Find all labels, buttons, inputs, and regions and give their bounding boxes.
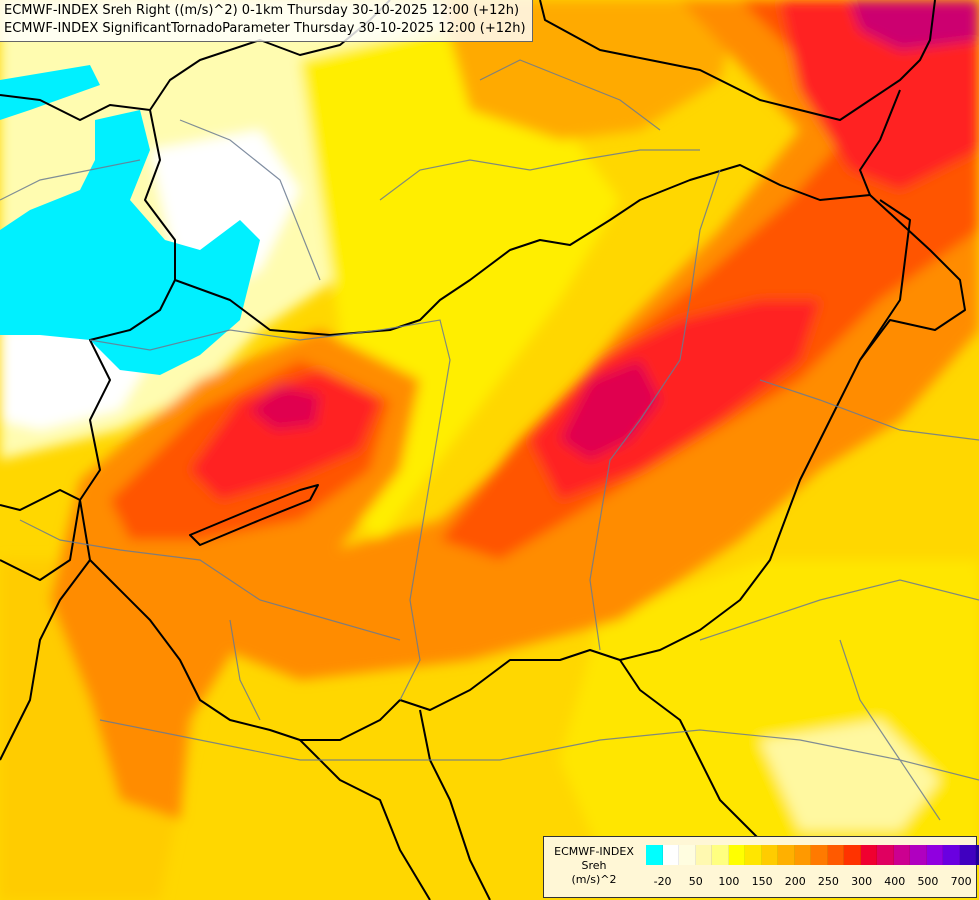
river-tisza <box>589 169 721 651</box>
map-title-box: ECMWF-INDEX Sreh Right ((m/s)^2) 0-1km T… <box>0 0 533 42</box>
region-line-2 <box>759 379 979 441</box>
field-red-core-w <box>190 370 380 500</box>
legend-swatch <box>910 845 927 865</box>
region-line-5 <box>479 59 661 131</box>
field-cyan-nw <box>0 65 100 120</box>
legend-swatch <box>827 845 844 865</box>
legend-tick-label: 50 <box>688 875 703 888</box>
field-pale-se <box>760 720 940 830</box>
river-danube <box>89 319 451 701</box>
legend-tick-label: 150 <box>751 875 773 888</box>
legend-swatch <box>778 845 795 865</box>
legend-tick-label: 100 <box>718 875 740 888</box>
border-northeast <box>539 0 936 121</box>
region-line-4 <box>0 159 141 201</box>
legend-label-source: ECMWF-INDEX <box>554 845 634 858</box>
legend-tick-label: -20 <box>653 875 672 888</box>
legend-label-unit: (m/s)^2 <box>571 873 617 886</box>
legend-tick-label: 700 <box>950 875 972 888</box>
field-max-w <box>250 385 320 430</box>
border-lake <box>189 484 319 546</box>
map-title-line-2: ECMWF-INDEX SignificantTornadoParameter … <box>4 21 526 36</box>
legend-tick-label: 300 <box>851 875 873 888</box>
field-max-ne <box>850 0 979 50</box>
region-line-3 <box>699 579 979 641</box>
region-line-1 <box>379 149 700 201</box>
map-title-line-1: ECMWF-INDEX Sreh Right ((m/s)^2) 0-1km T… <box>4 3 520 18</box>
region-line-7 <box>839 639 941 821</box>
field-cyan-west <box>0 110 260 375</box>
legend-swatch <box>695 845 712 865</box>
legend-swatch <box>712 845 729 865</box>
region-line-6 <box>229 619 261 721</box>
legend-tick-label: 200 <box>784 875 806 888</box>
legend-swatch <box>728 845 745 865</box>
river-north <box>179 119 321 281</box>
legend-ticks: -20 50 100 150 200 250 300 400 500 700 <box>646 875 972 889</box>
field-max-center <box>560 360 660 460</box>
legend-swatch <box>976 845 979 865</box>
border-south <box>419 709 491 900</box>
legend-swatch <box>943 845 960 865</box>
field-red-core-ne <box>780 0 979 190</box>
border-southwest <box>0 489 81 581</box>
border-east2 <box>859 89 901 196</box>
legend-swatch <box>811 845 828 865</box>
legend-swatch <box>646 845 663 865</box>
color-legend: ECMWF-INDEX Sreh (m/s)^2 -20 50 100 150 200 2… <box>543 836 979 898</box>
legend-tick-label: 500 <box>917 875 939 888</box>
legend-swatch <box>860 845 877 865</box>
legend-swatch <box>959 845 976 865</box>
legend-swatch <box>662 845 679 865</box>
legend-swatch <box>893 845 910 865</box>
border-east <box>859 199 911 361</box>
border-sw2 <box>0 559 91 761</box>
legend-tick-label: 250 <box>817 875 839 888</box>
legend-swatch <box>761 845 778 865</box>
river-west <box>19 519 401 641</box>
legend-swatches <box>646 845 979 865</box>
legend-swatch <box>844 845 861 865</box>
legend-swatch <box>679 845 696 865</box>
legend-swatch <box>926 845 943 865</box>
field-orange-ne <box>200 0 979 680</box>
legend-swatch <box>877 845 894 865</box>
river-south <box>99 719 979 781</box>
legend-label-variable: Sreh <box>581 859 607 872</box>
legend-label: ECMWF-INDEX Sreh (m/s)^2 <box>544 845 644 887</box>
legend-swatch <box>745 845 762 865</box>
legend-tick-label: 400 <box>884 875 906 888</box>
legend-swatch <box>794 845 811 865</box>
border-hungary <box>79 164 966 741</box>
border-sw3 <box>299 739 431 900</box>
